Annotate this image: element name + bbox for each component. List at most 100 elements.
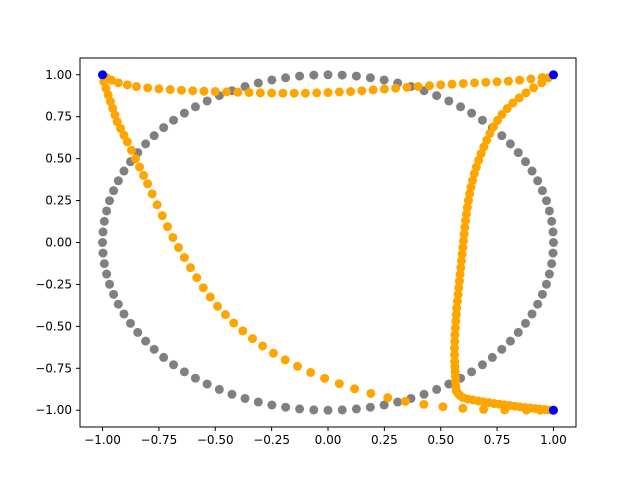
series-0-point-54 [105,279,115,289]
series-0-point-53 [102,269,112,279]
series-1-point-134 [168,232,178,242]
series-1-point-42 [456,256,466,266]
series-1-point-36 [452,296,462,306]
series-1-point-78 [481,77,491,87]
series-0-point-46 [105,196,115,206]
series-1-point-162 [521,405,531,415]
series-1-point-111 [113,78,123,88]
series-0-point-96 [541,279,551,289]
series-0-point-86 [467,367,477,377]
series-1-point-149 [293,361,303,371]
series-1-point-163 [535,405,545,415]
series-0-point-89 [497,344,507,354]
series-0-point-67 [214,384,224,394]
series-0-point-95 [537,289,547,299]
series-0-point-93 [527,309,537,319]
series-1-point-142 [220,310,230,320]
series-1-point-140 [205,292,215,302]
series-0-point-75 [323,405,333,415]
series-1-point-31 [450,330,460,340]
series-0-point-36 [179,108,189,118]
series-0-point-5 [537,186,547,196]
series-1-point-132 [157,211,167,221]
series-1-point-94 [300,88,310,98]
series-0-point-47 [102,206,112,216]
series-0-point-15 [456,102,466,112]
series-0-point-64 [179,367,189,377]
series-1-point-80 [458,78,468,88]
series-1-point-51 [463,196,473,206]
series-1-point-141 [213,301,223,311]
series-0-point-35 [190,102,200,112]
series-1-point-39 [454,276,464,286]
series-0-point-63 [169,360,179,370]
series-1-point-41 [456,263,466,273]
series-1-point-83 [424,81,434,91]
series-0-point-52 [99,259,109,269]
series-0-point-59 [133,327,143,337]
series-1-point-81 [447,79,457,89]
series-0-point-82 [419,389,429,399]
series-1-point-145 [247,334,257,344]
x-axis: −1.00 −0.75 −0.50 −0.25 0.00 0.25 0.50 0.75 1.00 [84,427,567,447]
series-0-point-92 [521,318,530,328]
series-1-point-92 [323,88,333,98]
series-1-point-97 [267,88,277,98]
series-0-point-10 [505,139,515,149]
series-0-point-71 [267,400,277,410]
series-0-point-61 [149,344,159,354]
series-0-point-57 [119,309,129,319]
series-1-point-150 [306,367,316,377]
series-1-point-137 [185,263,195,273]
series-1-point-60 [482,135,492,145]
series-1-point-29 [449,343,459,353]
x-tick-label: 0.25 [371,433,398,447]
x-tick-label: 1.00 [540,433,567,447]
series-1-point-27 [450,357,460,367]
series-0-point-1 [548,227,558,237]
series-0-point-70 [253,397,263,407]
series-1-point-76 [503,76,513,86]
series-1-point-89 [357,86,367,96]
series-1-point-33 [451,316,461,326]
series-1-point-38 [454,283,464,293]
series-1-point-128 [139,170,149,180]
series-1-point-86 [391,83,401,93]
series-0-point-87 [477,360,487,370]
series-1-point-84 [413,82,423,92]
series-1-point-43 [457,249,467,259]
series-1-point-67 [514,93,524,103]
series-0-point-13 [477,115,487,125]
series-1-point-35 [452,303,462,313]
series-1-point-96 [278,88,288,98]
series-0-point-99 [548,248,558,258]
series-1-point-135 [174,243,184,253]
series-0-point-0 [548,238,558,247]
series-0-point-14 [467,108,477,118]
series-0-point-24 [337,70,347,80]
series-0-point-72 [281,402,291,412]
series-1-point-53 [466,182,476,192]
series-1-point-28 [449,350,459,360]
series-0-point-79 [379,400,389,410]
series-1-point-153 [350,384,360,394]
series-0-point-69 [240,393,250,403]
x-tick-label: 0.00 [315,433,342,447]
series-1-point-139 [198,283,208,293]
series-1-point-161 [500,405,510,415]
series-1-point-93 [312,88,322,98]
series-0-point-23 [351,71,361,81]
series-0-point-45 [109,186,119,196]
series-0-point-91 [513,327,523,337]
series-0-point-94 [533,299,543,309]
series-0-point-97 [544,269,554,279]
series-0-point-80 [393,397,403,407]
series-0-point-39 [149,131,159,141]
series-1-point-147 [268,348,278,358]
series-0-point-88 [487,352,497,362]
y-tick-label: 0.75 [45,110,72,124]
series-1-point-103 [199,86,209,96]
series-0-point-76 [337,405,347,415]
series-1-point-127 [135,162,145,172]
